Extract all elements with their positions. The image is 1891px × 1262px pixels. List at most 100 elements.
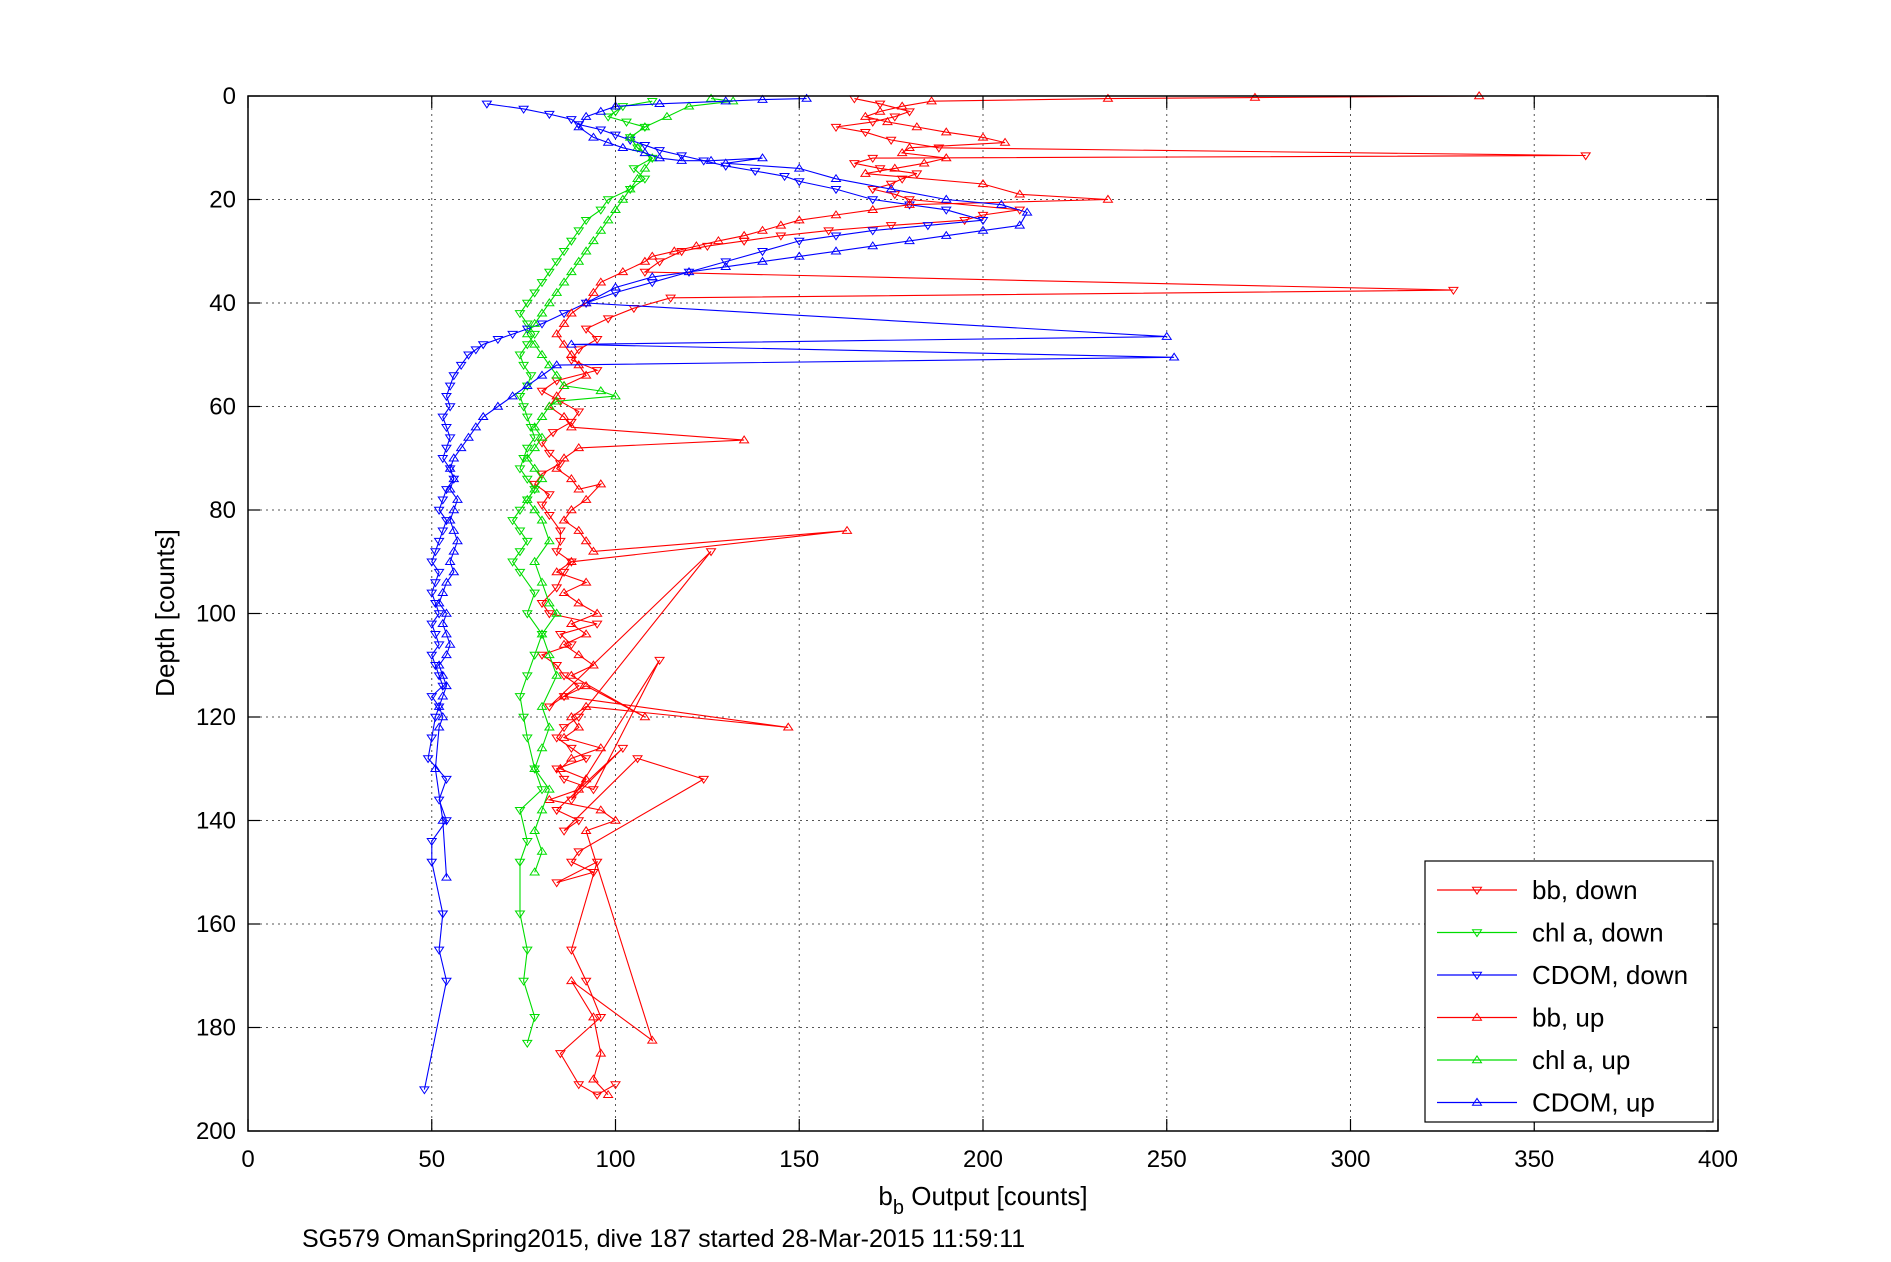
x-tick-label: 300 bbox=[1330, 1146, 1370, 1173]
data-point bbox=[536, 432, 548, 441]
data-point bbox=[573, 256, 585, 265]
data-point bbox=[536, 387, 548, 396]
data-point bbox=[543, 598, 555, 607]
data-point bbox=[437, 682, 449, 691]
data-point bbox=[995, 199, 1007, 208]
data-point bbox=[565, 858, 577, 867]
data-point bbox=[775, 232, 787, 241]
data-point bbox=[940, 153, 952, 162]
series-line bbox=[434, 98, 1175, 878]
data-point bbox=[639, 268, 651, 277]
data-point bbox=[429, 548, 441, 557]
data-point bbox=[720, 96, 732, 105]
legend-swatch-marker bbox=[1471, 1097, 1483, 1106]
data-point bbox=[977, 211, 989, 220]
data-point bbox=[610, 391, 621, 400]
data-point bbox=[514, 310, 526, 319]
legend-box bbox=[1424, 860, 1714, 1123]
data-point bbox=[426, 858, 438, 867]
data-point bbox=[859, 111, 871, 120]
data-point bbox=[437, 496, 449, 505]
data-point bbox=[889, 163, 901, 172]
data-point bbox=[529, 484, 541, 493]
data-point bbox=[441, 817, 452, 826]
data-point bbox=[911, 170, 923, 179]
data-point bbox=[551, 463, 563, 472]
y-tick-label: 100 bbox=[196, 601, 236, 628]
data-point bbox=[521, 320, 533, 329]
data-point bbox=[565, 473, 577, 483]
data-point bbox=[676, 155, 688, 164]
data-point bbox=[437, 691, 449, 700]
data-point bbox=[933, 144, 945, 153]
data-point bbox=[977, 132, 989, 141]
data-point bbox=[543, 268, 555, 277]
legend-swatch-marker bbox=[1471, 1012, 1483, 1021]
data-point bbox=[654, 656, 666, 666]
data-point bbox=[521, 444, 533, 453]
data-point bbox=[977, 225, 989, 234]
data-point bbox=[547, 429, 559, 438]
data-point bbox=[565, 975, 577, 985]
data-point bbox=[543, 784, 555, 793]
data-point bbox=[551, 258, 563, 267]
data-point bbox=[558, 380, 570, 389]
data-point bbox=[830, 185, 842, 195]
data-point bbox=[448, 372, 460, 381]
data-point bbox=[418, 1086, 430, 1095]
data-point bbox=[426, 693, 438, 702]
data-point bbox=[904, 235, 915, 245]
data-point bbox=[514, 910, 526, 919]
data-point bbox=[683, 101, 695, 110]
data-point bbox=[554, 763, 566, 772]
data-point bbox=[492, 401, 504, 410]
data-point bbox=[848, 160, 860, 169]
data-point bbox=[521, 382, 533, 391]
data-point bbox=[639, 256, 651, 265]
data-point bbox=[705, 155, 717, 164]
data-point bbox=[588, 1012, 599, 1021]
data-point bbox=[551, 396, 563, 405]
data-point bbox=[529, 1013, 541, 1023]
data-point bbox=[874, 100, 886, 109]
series-line bbox=[526, 98, 734, 873]
data-point bbox=[448, 453, 460, 462]
data-point bbox=[661, 111, 673, 120]
data-point bbox=[536, 370, 548, 379]
data-point bbox=[588, 235, 599, 245]
x-tick-label: 200 bbox=[963, 1146, 1003, 1173]
data-point bbox=[514, 693, 526, 702]
data-point bbox=[738, 230, 750, 239]
data-point bbox=[536, 501, 548, 510]
data-point bbox=[588, 660, 599, 669]
data-point bbox=[521, 672, 533, 681]
data-point bbox=[918, 158, 930, 167]
data-point bbox=[426, 651, 438, 660]
data-point bbox=[492, 336, 504, 345]
data-point bbox=[580, 701, 592, 710]
data-point bbox=[573, 848, 585, 857]
data-point bbox=[904, 108, 915, 117]
data-point bbox=[536, 349, 548, 358]
data-point bbox=[639, 122, 651, 131]
data-point bbox=[940, 127, 952, 136]
data-point bbox=[573, 682, 585, 691]
data-point bbox=[610, 131, 621, 140]
data-point bbox=[757, 248, 768, 257]
data-point bbox=[867, 185, 879, 195]
data-point bbox=[859, 129, 871, 138]
data-point bbox=[793, 251, 805, 260]
data-point bbox=[793, 163, 805, 172]
data-point bbox=[441, 977, 452, 986]
data-point bbox=[426, 589, 438, 598]
data-point bbox=[551, 329, 563, 338]
data-point bbox=[867, 241, 879, 250]
data-point bbox=[830, 210, 842, 219]
data-point bbox=[565, 116, 577, 125]
x-axis-label-rest: Output [counts] bbox=[904, 1181, 1088, 1211]
data-point bbox=[558, 724, 570, 733]
data-point bbox=[558, 515, 570, 524]
data-point bbox=[999, 137, 1011, 146]
data-point bbox=[529, 463, 541, 472]
